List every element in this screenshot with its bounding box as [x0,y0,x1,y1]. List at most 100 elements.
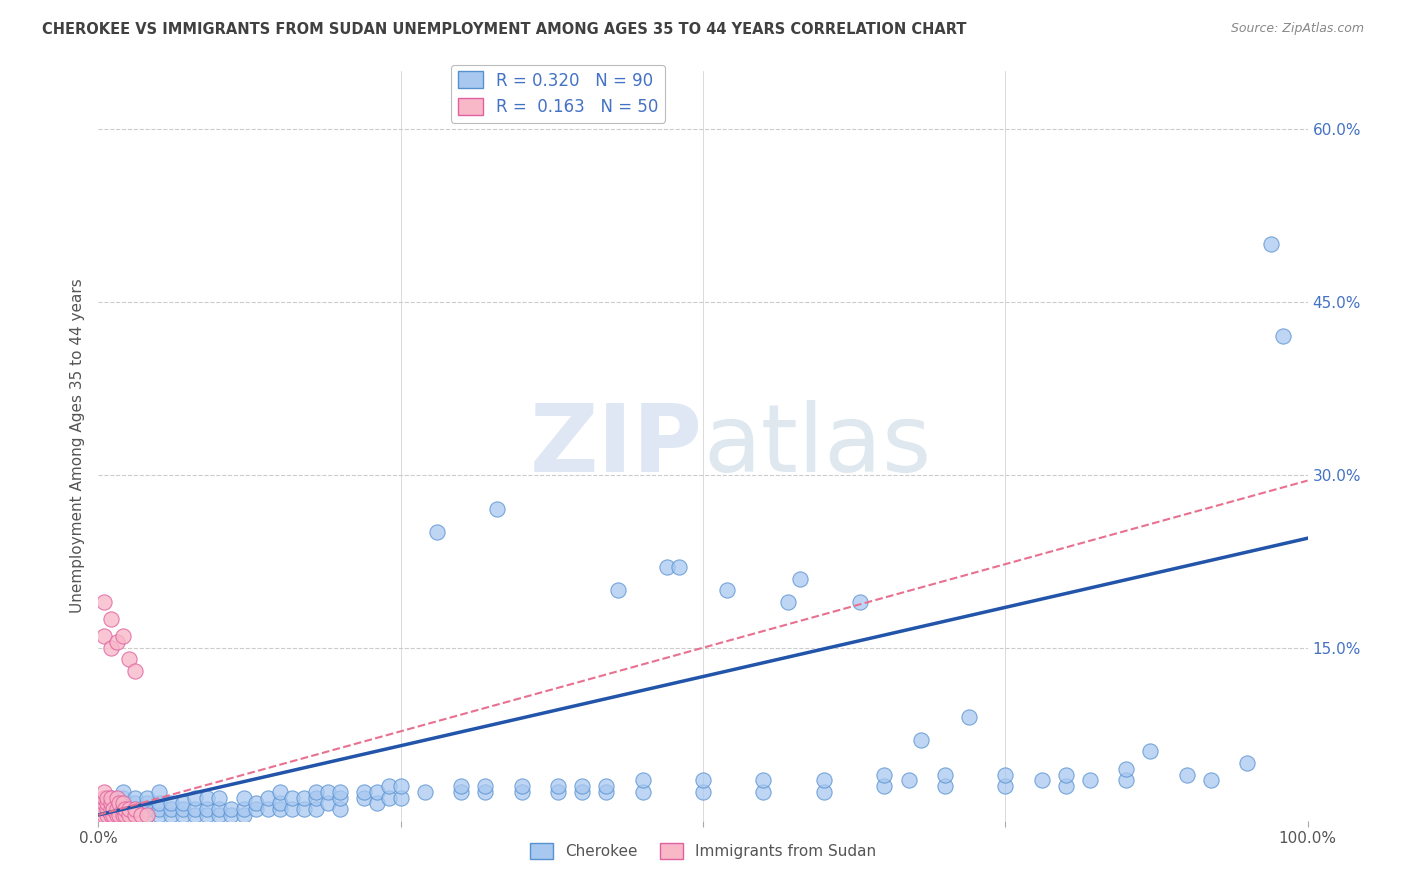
Point [100,640,122,655]
Point [256,790,278,805]
Point [124,808,146,822]
Point [111,629,134,643]
Point [108,808,131,822]
Point [105,790,128,805]
Point [124,797,146,811]
Point [1115,762,1137,776]
Point [292,802,315,816]
Point [426,525,449,540]
Point [208,808,231,822]
Point [1175,767,1198,781]
Point [1260,237,1282,252]
Point [1236,756,1258,770]
Point [269,785,291,799]
Point [124,802,146,816]
Point [118,808,141,822]
Point [595,785,617,799]
Point [1115,773,1137,788]
Point [208,790,231,805]
Point [510,779,533,793]
Point [148,797,170,811]
Point [1199,773,1222,788]
Point [160,797,183,811]
Point [111,808,134,822]
Point [377,790,399,805]
Point [111,802,134,816]
Point [547,779,569,793]
Point [547,785,569,799]
Point [389,790,412,805]
Y-axis label: Unemployment Among Ages 35 to 44 years: Unemployment Among Ages 35 to 44 years [69,278,84,614]
Point [873,767,896,781]
Point [124,664,146,678]
Point [245,802,267,816]
Text: ZIP: ZIP [530,400,703,492]
Point [160,802,183,816]
Point [571,779,593,793]
Point [934,779,956,793]
Point [105,635,128,649]
Point [111,797,134,811]
Point [994,767,1017,781]
Point [1139,744,1161,758]
Point [1031,773,1053,788]
Point [195,790,218,805]
Point [111,785,134,799]
Point [897,773,920,788]
Point [100,802,122,816]
Point [148,808,170,822]
Text: atlas: atlas [703,400,931,492]
Point [135,790,157,805]
Point [813,773,835,788]
Point [910,733,932,747]
Point [118,802,141,816]
Point [93,797,115,811]
Point [474,779,496,793]
Point [281,802,304,816]
Point [269,802,291,816]
Point [1272,329,1295,343]
Point [93,790,115,805]
Point [957,710,980,724]
Point [148,802,170,816]
Point [450,785,472,799]
Point [450,779,472,793]
Point [849,594,872,608]
Point [668,560,690,574]
Point [316,797,339,811]
Point [148,785,170,799]
Point [510,785,533,799]
Point [316,785,339,799]
Point [100,802,122,816]
Point [208,802,231,816]
Point [232,790,254,805]
Point [305,785,328,799]
Point [105,808,128,822]
Point [377,779,399,793]
Point [108,797,131,811]
Legend: Cherokee, Immigrants from Sudan: Cherokee, Immigrants from Sudan [523,838,883,865]
Point [172,808,194,822]
Point [129,808,152,822]
Point [607,583,630,598]
Point [232,808,254,822]
Point [329,785,352,799]
Point [114,808,136,822]
Point [281,790,304,805]
Point [195,802,218,816]
Point [486,502,509,516]
Point [269,797,291,811]
Point [692,785,714,799]
Point [1054,767,1077,781]
Point [93,594,115,608]
Point [353,790,375,805]
Point [934,767,956,781]
Point [114,802,136,816]
Point [100,797,122,811]
Point [221,802,243,816]
Point [389,779,412,793]
Point [776,594,799,608]
Point [232,802,254,816]
Point [184,790,207,805]
Point [96,808,118,822]
